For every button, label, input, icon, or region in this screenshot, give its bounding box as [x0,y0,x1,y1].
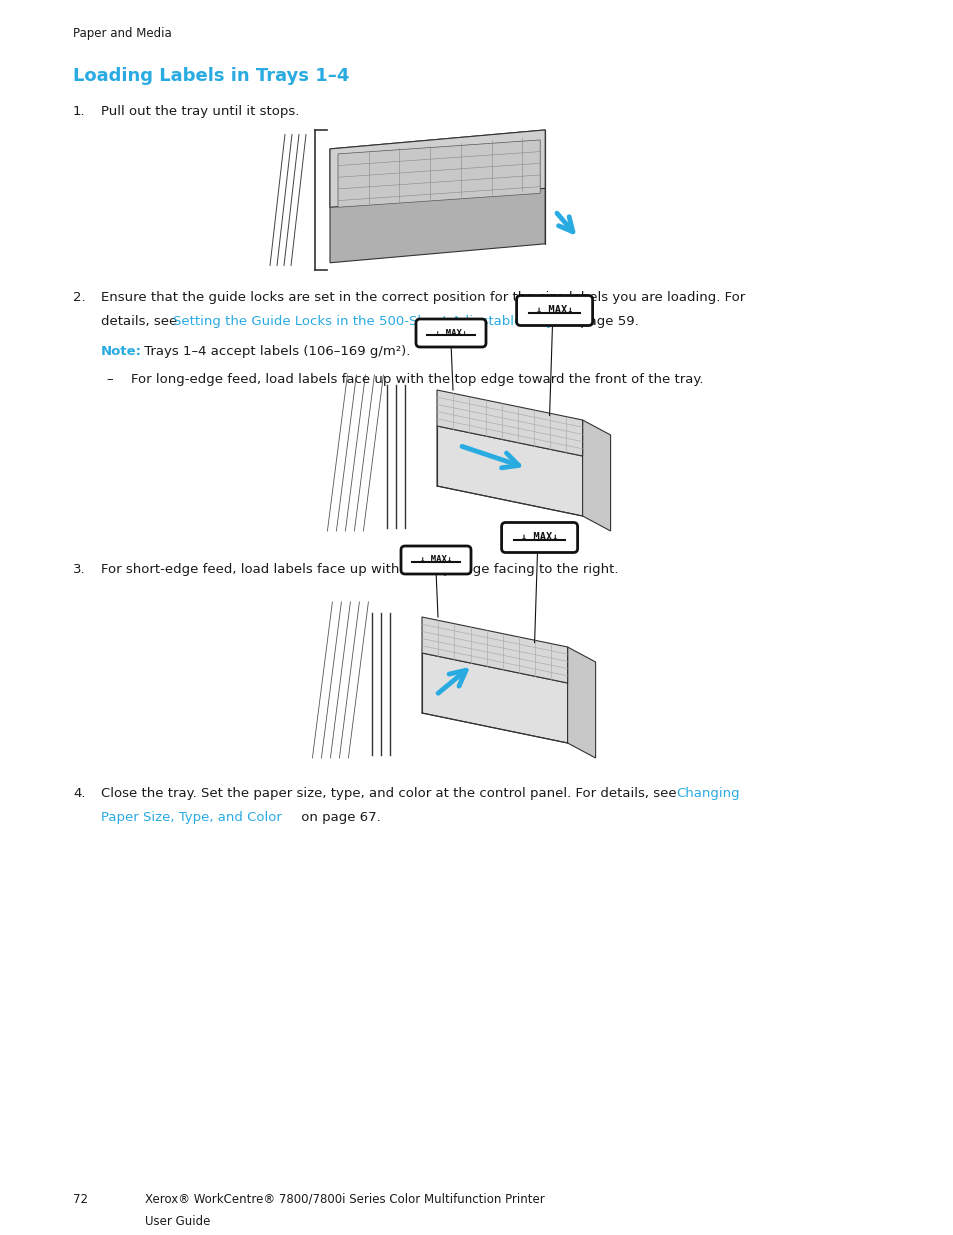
Text: details, see: details, see [101,315,181,329]
Text: 2.: 2. [73,291,86,304]
Text: ↓ MAX↓: ↓ MAX↓ [520,532,558,542]
FancyBboxPatch shape [501,522,577,552]
Text: Close the tray. Set the paper size, type, and color at the control panel. For de: Close the tray. Set the paper size, type… [101,787,680,800]
Text: –: – [106,373,112,387]
Text: 4.: 4. [73,787,86,800]
Text: 72: 72 [73,1193,88,1207]
FancyBboxPatch shape [400,546,471,574]
Text: Setting the Guide Locks in the 500-Sheet Adjustable Trays: Setting the Guide Locks in the 500-Sheet… [172,315,560,329]
Polygon shape [421,653,567,743]
Polygon shape [330,130,544,204]
Text: Note:: Note: [101,345,142,358]
Polygon shape [567,647,595,758]
Polygon shape [330,130,544,207]
Text: Paper Size, Type, and Color: Paper Size, Type, and Color [101,811,281,825]
Text: Xerox® WorkCentre® 7800/7800i Series Color Multifunction Printer: Xerox® WorkCentre® 7800/7800i Series Col… [145,1193,544,1207]
Text: on page 59.: on page 59. [555,315,639,329]
Polygon shape [337,140,539,207]
Text: For short-edge feed, load labels face up with the top edge facing to the right.: For short-edge feed, load labels face up… [101,563,618,576]
Text: on page 67.: on page 67. [296,811,380,825]
Text: Pull out the tray until it stops.: Pull out the tray until it stops. [101,105,299,119]
Text: Trays 1–4 accept labels (106–169 g/m²).: Trays 1–4 accept labels (106–169 g/m²). [140,345,411,358]
Text: For long-edge feed, load labels face up with the top edge toward the front of th: For long-edge feed, load labels face up … [131,373,702,387]
Text: Paper and Media: Paper and Media [73,27,172,40]
Text: 3.: 3. [73,563,86,576]
Text: 1.: 1. [73,105,86,119]
Text: ↓ MAX↓: ↓ MAX↓ [536,305,573,315]
Text: User Guide: User Guide [145,1215,211,1228]
Text: ↓ MAX↓: ↓ MAX↓ [435,329,467,337]
Text: Changing: Changing [676,787,739,800]
Text: ↓ MAX↓: ↓ MAX↓ [419,556,452,564]
Text: Loading Labels in Trays 1–4: Loading Labels in Trays 1–4 [73,67,349,85]
FancyBboxPatch shape [416,319,485,347]
Polygon shape [436,426,582,516]
Polygon shape [421,618,567,683]
Polygon shape [582,420,610,531]
Polygon shape [330,185,544,263]
FancyBboxPatch shape [517,295,592,326]
Polygon shape [436,390,582,456]
Text: Ensure that the guide locks are set in the correct position for the size labels : Ensure that the guide locks are set in t… [101,291,744,304]
